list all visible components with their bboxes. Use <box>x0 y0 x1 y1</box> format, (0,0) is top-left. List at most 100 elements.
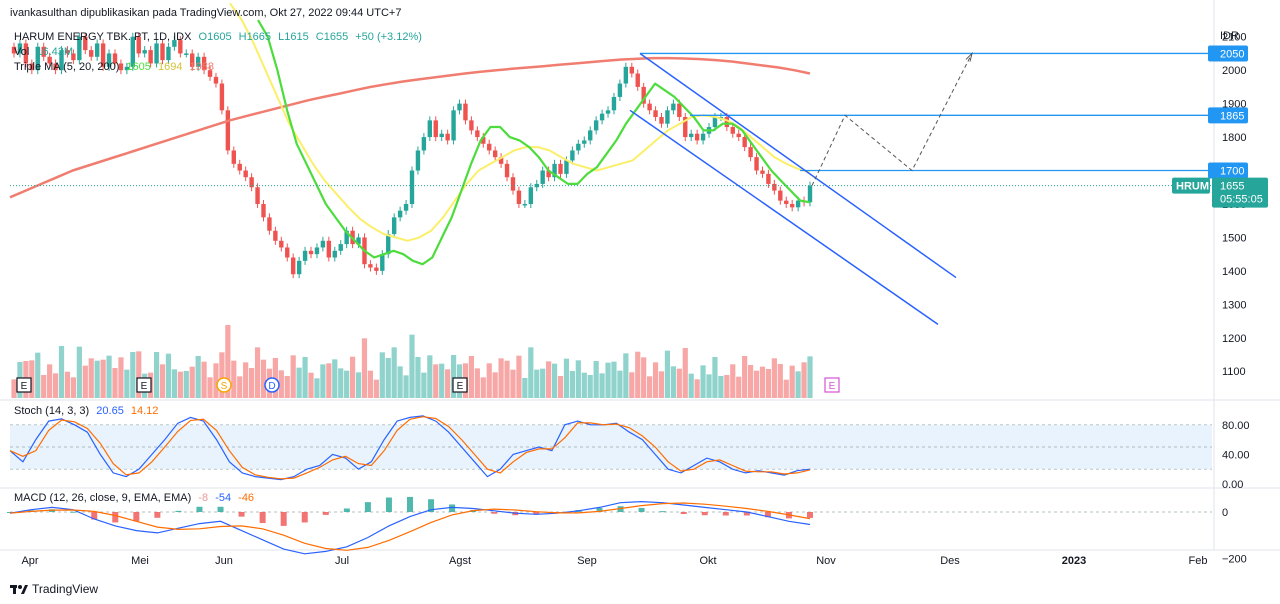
event-marker-label: D <box>268 381 275 392</box>
volume-bar <box>237 376 243 398</box>
stoch-k-line <box>9 415 811 481</box>
legend-vol-label: Vol <box>14 46 30 58</box>
macd-histogram-bar <box>91 512 98 520</box>
macd-histogram-bar <box>259 512 266 524</box>
price-tick-label: 1800 <box>1222 132 1246 144</box>
time-axis-label: Jun <box>215 555 233 567</box>
volume-bar <box>308 372 314 398</box>
volume-bar <box>373 379 379 398</box>
volume-bar <box>783 379 789 398</box>
volume-bar <box>801 362 807 398</box>
time-axis-label: Agst <box>449 555 471 567</box>
price-tick-label: 1400 <box>1222 266 1246 278</box>
volume-bar <box>676 368 682 398</box>
footer-brand-label: TradingView <box>32 582 99 596</box>
legend-open: O1605 <box>198 31 232 43</box>
macd-signal-line <box>9 502 811 551</box>
volume-bar <box>385 358 391 398</box>
candle-body <box>136 36 141 54</box>
volume-bar <box>551 363 558 398</box>
event-earnings-icon <box>16 377 32 393</box>
candle-body <box>374 267 379 271</box>
candle-body <box>65 50 70 54</box>
event-marker-label: S <box>221 381 228 392</box>
candle-body <box>772 183 777 191</box>
volume-bar <box>35 352 41 398</box>
candle-body <box>184 53 189 55</box>
stoch-tick-label: 40.00 <box>1222 449 1250 461</box>
legend-macd-signal: -46 <box>238 492 255 504</box>
candle-body <box>213 76 219 84</box>
legend-macd-label: MACD (12, 26, close, 9, EMA, EMA) <box>14 492 192 504</box>
price-tick-label: 1300 <box>1222 299 1246 311</box>
projection-arrow-icon <box>965 51 973 62</box>
candle-body <box>766 173 771 184</box>
macd-histogram-bar <box>701 512 708 516</box>
volume-bar <box>712 357 718 398</box>
time-axis-label: Jul <box>335 555 349 567</box>
stoch-tick-label: 80.00 <box>1222 420 1250 432</box>
candle-body <box>386 234 391 255</box>
footer-brand[interactable]: TradingView <box>10 582 98 596</box>
legend-high: H1665 <box>238 31 272 43</box>
candle-body <box>712 117 718 128</box>
symbol-tag-bg <box>1172 177 1210 194</box>
candle-body <box>273 230 278 241</box>
candle-body <box>558 163 563 174</box>
volume-bar <box>623 353 629 398</box>
price-tick-label: 2100 <box>1222 32 1246 44</box>
volume-bar <box>361 338 368 398</box>
volume-bar <box>427 355 433 398</box>
candle-body <box>671 103 676 111</box>
price-axis-unit: IDR <box>1220 30 1239 42</box>
candle-body <box>635 73 640 87</box>
candle-body <box>231 150 236 164</box>
candle-body <box>166 46 171 61</box>
candle-body <box>285 247 290 258</box>
volume-bar <box>290 355 296 398</box>
volume-bar <box>344 370 350 398</box>
candle-body <box>546 170 551 178</box>
volume-bar <box>688 373 694 398</box>
macd-histogram-bar <box>70 511 77 513</box>
candle-body <box>451 110 456 141</box>
macd-histogram-bar <box>7 512 13 513</box>
volume-bar <box>759 366 766 398</box>
volume-bar <box>629 372 635 398</box>
candle-body <box>35 46 40 71</box>
candle-body <box>611 96 617 111</box>
volume-bar <box>617 370 623 398</box>
candle-body <box>564 160 569 174</box>
volume-bar <box>243 362 249 398</box>
macd-tick-label: 0 <box>1222 507 1228 519</box>
candle-body <box>641 86 646 104</box>
volume-bar <box>76 346 82 398</box>
volume-bar <box>795 371 801 398</box>
candle-body <box>320 240 326 248</box>
macd-histogram-bar <box>154 512 161 518</box>
candle-body <box>397 210 403 218</box>
volume-bar <box>225 325 231 398</box>
legend-ma20: 1694 <box>157 61 183 73</box>
volume-bar <box>421 372 427 398</box>
volume-bar <box>355 372 362 398</box>
candle-body <box>279 240 284 248</box>
candle-body <box>748 147 753 158</box>
candle-body <box>588 130 593 141</box>
volume-bar <box>213 363 219 398</box>
volume-bar <box>528 347 534 398</box>
candle-body <box>540 170 545 184</box>
candle-body <box>314 247 320 255</box>
volume-bar <box>575 360 581 398</box>
volume-bar <box>29 360 35 398</box>
time-axis-label: Sep <box>577 555 597 567</box>
legend-close: C1655 <box>315 31 349 43</box>
candle-body <box>730 127 735 134</box>
macd-histogram-bar <box>722 512 729 516</box>
candle-body <box>195 56 201 67</box>
macd-histogram-bar <box>533 512 540 515</box>
volume-bar <box>52 373 59 398</box>
stoch-d-line <box>9 416 811 480</box>
volume-bar <box>165 353 172 398</box>
